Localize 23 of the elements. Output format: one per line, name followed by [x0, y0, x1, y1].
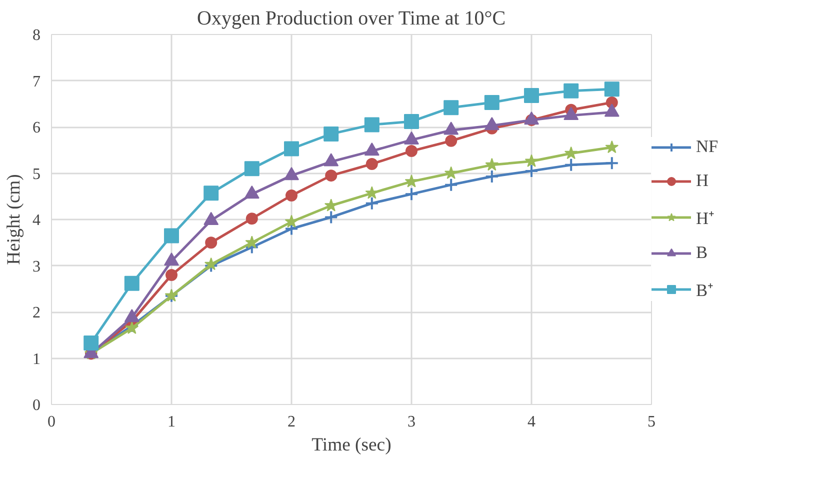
y-tick-label: 5	[32, 166, 40, 183]
x-axis-title: Time (sec)	[312, 434, 392, 456]
legend-label: H	[696, 171, 710, 191]
chart-title: Oxygen Production over Time at 10°C	[197, 8, 506, 30]
y-tick-label: 1	[32, 350, 40, 368]
y-tick-label: 6	[32, 120, 40, 136]
legend-label: B⁺	[696, 280, 715, 301]
y-tick-label: 8	[32, 27, 40, 44]
x-tick-label: 4	[528, 414, 536, 430]
legend-label: H⁺	[696, 208, 716, 229]
y-axis-title: Height (cm)	[4, 174, 24, 265]
y-tick-label: 4	[32, 212, 40, 229]
y-tick-label: 7	[32, 73, 40, 90]
y-tick-label: 0	[32, 397, 40, 414]
legend-label: NF	[696, 137, 718, 157]
legend-label: B	[696, 243, 709, 263]
x-tick-label: 2	[288, 414, 296, 430]
y-tick-label: 2	[32, 304, 40, 322]
x-tick-label: 1	[168, 414, 176, 430]
x-tick-label: 0	[48, 414, 56, 430]
x-tick-label: 3	[408, 414, 416, 430]
y-tick-label: 3	[32, 258, 40, 276]
x-tick-label: 5	[648, 414, 656, 430]
